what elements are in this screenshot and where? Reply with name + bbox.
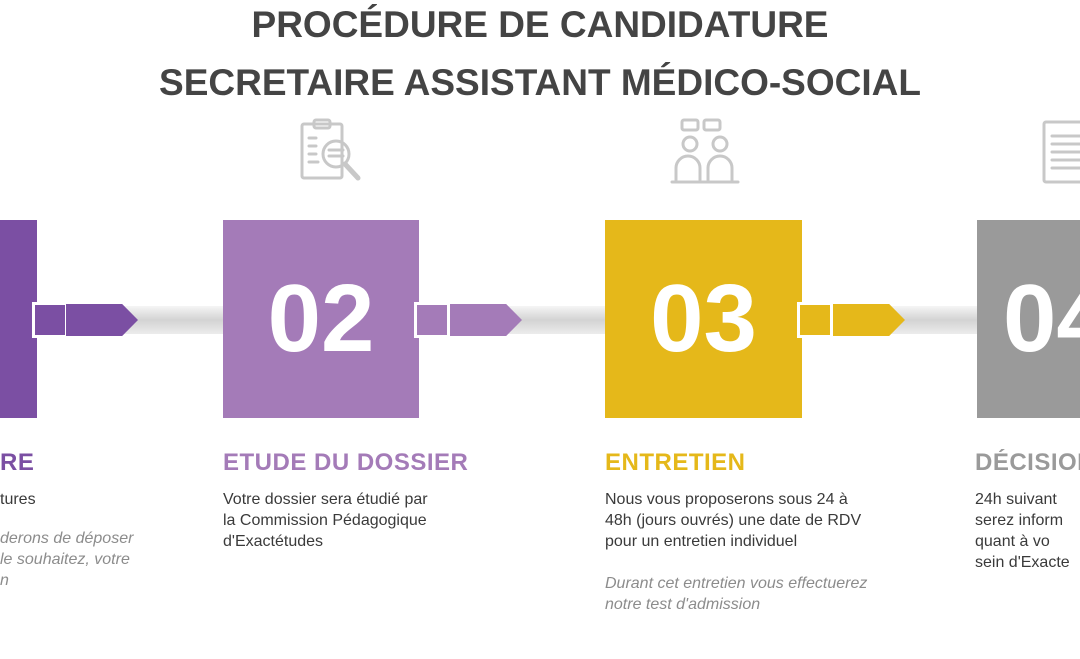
title-line-2: SECRETAIRE ASSISTANT MÉDICO-SOCIAL	[159, 62, 921, 103]
step-2-description: Votre dossier sera étudié par la Commiss…	[223, 489, 503, 552]
step-2-connector-knob	[414, 302, 450, 338]
connector-bar	[0, 306, 1080, 334]
step-1-note: derons de déposer le souhaitez, votre n	[0, 528, 180, 591]
step-1-desc-line: tures	[0, 491, 36, 508]
step-4-desc-line: serez inform	[975, 512, 1064, 529]
step-2-desc-line: d'Exactétudes	[223, 533, 324, 550]
step-4-heading: DÉCISION	[975, 449, 1080, 476]
step-4-box: 04	[977, 220, 1080, 418]
document-icon	[1040, 116, 1080, 188]
step-4-desc-line: sein d'Exacte	[975, 554, 1070, 571]
step-3-arrow	[833, 304, 905, 336]
step-1-connector-knob	[32, 302, 68, 338]
step-1-box	[0, 220, 37, 418]
step-4-desc-line: quant à vo	[975, 533, 1050, 550]
step-4-number: 04	[1003, 265, 1080, 372]
interview-people-icon	[668, 116, 744, 188]
step-3-connector-knob	[797, 302, 833, 338]
step-1-heading: RE	[0, 449, 35, 476]
step-2-box: 02	[223, 220, 419, 418]
step-2-desc-line: la Commission Pédagogique	[223, 512, 427, 529]
step-2-number: 02	[267, 265, 375, 372]
step-1-note-line: le souhaitez, votre	[0, 551, 130, 568]
step-2-heading: ETUDE DU DOSSIER	[223, 449, 469, 476]
step-3-heading: ENTRETIEN	[605, 449, 746, 476]
step-3-description: Nous vous proposerons sous 24 à 48h (jou…	[605, 489, 925, 552]
step-3-note: Durant cet entretien vous effectuerez no…	[605, 573, 945, 615]
step-2-desc-line: Votre dossier sera étudié par	[223, 491, 428, 508]
step-1-arrow	[66, 304, 138, 336]
step-3-desc-line: 48h (jours ouvrés) une date de RDV	[605, 512, 862, 529]
step-2-arrow	[450, 304, 522, 336]
step-4-description: 24h suivant serez inform quant à vo sein…	[975, 489, 1080, 573]
step-3-note-line: notre test d'admission	[605, 596, 761, 613]
step-1-description: tures	[0, 489, 120, 510]
document-magnifier-icon	[296, 116, 368, 188]
title-line-1: PROCÉDURE DE CANDIDATURE	[251, 4, 829, 45]
step-3-number: 03	[650, 265, 757, 372]
step-1-note-line: n	[0, 572, 9, 589]
step-3-desc-line: Nous vous proposerons sous 24 à	[605, 491, 848, 508]
step-3-desc-line: pour un entretien individuel	[605, 533, 798, 550]
step-3-note-line: Durant cet entretien vous effectuerez	[605, 575, 868, 592]
step-1-note-line: derons de déposer	[0, 530, 134, 547]
step-3-box: 03	[605, 220, 802, 418]
step-4-desc-line: 24h suivant	[975, 491, 1057, 508]
